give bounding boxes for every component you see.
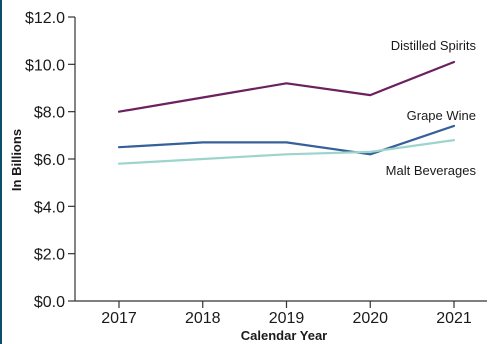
- left-accent-rule: [0, 0, 2, 344]
- x-axis-ticks: 2017 2018 2019 2020 2021: [101, 301, 472, 327]
- axes: [74, 17, 487, 302]
- series-labels: Distilled Spirits Grape Wine Malt Beverage…: [386, 38, 477, 178]
- x-axis-title: Calendar Year: [241, 328, 327, 343]
- series-lines: [117, 60, 456, 165]
- y-tick-label: $12.0: [25, 10, 65, 27]
- y-tick-label: $4.0: [34, 199, 65, 216]
- x-tick-label: 2018: [185, 310, 221, 327]
- series-label-malt-beverages: Malt Beverages: [386, 163, 477, 178]
- y-axis-ticks: $0.0 $2.0 $4.0 $6.0 $8.0 $10.0 $12.0: [25, 10, 75, 311]
- series-line-malt-beverages: [117, 139, 456, 165]
- series-line-distilled-spirits: [117, 60, 456, 113]
- y-axis-title: In Billions: [9, 129, 24, 191]
- series-label-distilled-spirits: Distilled Spirits: [391, 38, 477, 53]
- x-tick-label: 2017: [101, 310, 137, 327]
- y-tick-label: $8.0: [34, 105, 65, 122]
- y-tick-label: $2.0: [34, 247, 65, 264]
- series-line-grape-wine: [117, 124, 456, 156]
- y-tick-label: $0.0: [34, 294, 65, 311]
- x-tick-label: 2021: [436, 310, 472, 327]
- y-tick-label: $6.0: [34, 152, 65, 169]
- x-tick-label: 2020: [352, 310, 388, 327]
- x-tick-label: 2019: [269, 310, 305, 327]
- y-tick-label: $10.0: [25, 57, 65, 74]
- series-label-grape-wine: Grape Wine: [407, 108, 476, 123]
